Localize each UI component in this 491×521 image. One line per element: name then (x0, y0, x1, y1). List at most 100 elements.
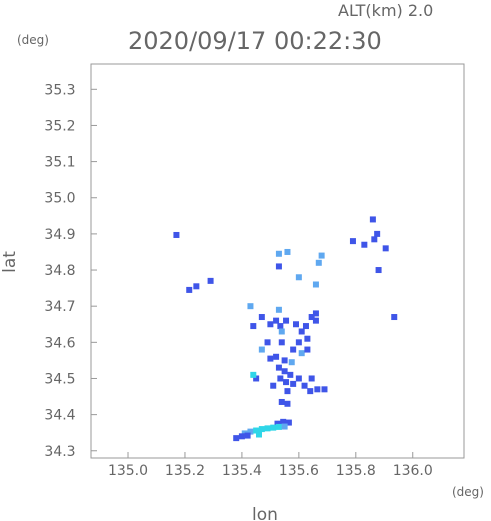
radar-echo-point (207, 277, 214, 284)
radar-echo-point (283, 379, 290, 386)
radar-echo-point (275, 364, 282, 371)
radar-echo-point (312, 281, 319, 288)
radar-echo-point (369, 216, 376, 223)
radar-echo-point (304, 335, 311, 342)
radar-echo-point (278, 328, 285, 335)
radar-echo-point (264, 339, 271, 346)
y-tick-label: 35.1 (44, 155, 75, 171)
y-tick-label: 34.5 (44, 371, 75, 387)
radar-echo-point (280, 418, 287, 425)
radar-echo-point (275, 250, 282, 257)
altitude-label: ALT(km) 2.0 (338, 1, 433, 20)
radar-echo-point (391, 314, 398, 321)
radar-echo-point (281, 357, 288, 364)
radar-echo-point (371, 236, 378, 243)
radar-echo-point (281, 368, 288, 375)
radar-echo-point (288, 359, 295, 366)
radar-echo-point (258, 426, 265, 433)
radar-echo-point (233, 435, 240, 442)
y-tick-label: 35.3 (44, 82, 75, 98)
y-tick-label: 35.0 (44, 191, 75, 207)
radar-echo-point (275, 423, 282, 430)
y-tick-label: 34.3 (44, 444, 75, 460)
radar-echo-point (285, 419, 292, 426)
radar-echo-point (307, 388, 314, 395)
x-tick-label: 135.0 (108, 463, 148, 479)
radar-echo-point (275, 263, 282, 270)
axis-ticks: 135.0 135.2 135.4 135.6 135.8 136.0 34.3 34.4 34… (44, 82, 432, 479)
radar-echo-point (375, 267, 382, 274)
x-tick-label: 135.8 (336, 463, 376, 479)
radar-echo-point (281, 423, 288, 430)
radar-echo-point (270, 424, 277, 431)
y-tick-label: 34.6 (44, 335, 75, 351)
radar-echo-point (277, 323, 284, 330)
radar-echo-point (250, 323, 257, 330)
x-tick-label: 135.4 (222, 463, 262, 479)
radar-echo-point (253, 375, 260, 382)
x-tick-label: 135.6 (279, 463, 319, 479)
radar-echo-point (270, 382, 277, 389)
y-tick-label: 34.7 (44, 299, 75, 315)
radar-echo-point (318, 252, 325, 259)
radar-echo-point (258, 346, 265, 353)
radar-echo-point (301, 382, 308, 389)
radar-echo-point (247, 428, 254, 435)
radar-echo-point (283, 317, 290, 324)
radar-echo-point (258, 314, 265, 321)
radar-echo-point (267, 321, 274, 328)
radar-echo-point (173, 231, 180, 238)
radar-echo-marks (173, 216, 398, 442)
radar-echo-point (293, 321, 300, 328)
radar-echo-point (250, 371, 257, 378)
x-tick-label: 136.0 (393, 463, 433, 479)
x-unit-label: (deg) (452, 485, 484, 499)
radar-echo-point (247, 303, 254, 310)
radar-echo-point (284, 400, 291, 407)
radar-echo-point (290, 346, 297, 353)
radar-echo-point (275, 306, 282, 313)
radar-echo-point (186, 286, 193, 293)
radar-echo-point (290, 380, 297, 387)
radar-echo-point (284, 248, 291, 255)
y-tick-label: 34.4 (44, 408, 75, 424)
radar-echo-point (312, 317, 319, 324)
radar-echo-point (382, 245, 389, 252)
radar-echo-point (273, 317, 280, 324)
radar-echo-point (255, 431, 262, 438)
radar-echo-point (349, 238, 356, 245)
radar-echo-point (295, 274, 302, 281)
y-tick-label: 34.8 (44, 263, 75, 279)
radar-echo-point (193, 283, 200, 290)
radar-echo-point (374, 230, 381, 237)
radar-echo-point (298, 328, 305, 335)
y-axis-title: lat (0, 251, 20, 273)
radar-echo-point (278, 339, 285, 346)
radar-echo-point (312, 310, 319, 317)
radar-echo-point (314, 386, 321, 393)
radar-echo-point (321, 386, 328, 393)
radar-echo-point (315, 259, 322, 266)
radar-echo-point (274, 420, 281, 427)
radar-echo-point (273, 353, 280, 360)
plot-frame (90, 63, 465, 459)
radar-echo-point (264, 425, 271, 432)
radar-echo-point (308, 314, 315, 321)
radar-echo-point (278, 398, 285, 405)
radar-echo-point (287, 371, 294, 378)
radar-echo-point (304, 346, 311, 353)
y-tick-label: 34.9 (44, 227, 75, 243)
radar-echo-point (298, 350, 305, 357)
radar-echo-point (284, 388, 291, 395)
radar-echo-point (295, 375, 302, 382)
x-axis-title: lon (252, 505, 278, 521)
radar-echo-point (238, 433, 245, 440)
radar-echo-point (302, 323, 309, 330)
chart-title: 2020/09/17 00:22:30 (128, 27, 382, 55)
radar-echo-point (253, 427, 260, 434)
radar-echo-point (295, 339, 302, 346)
y-tick-label: 35.2 (44, 118, 75, 134)
radar-echo-point (244, 432, 251, 439)
x-tick-label: 135.2 (165, 463, 205, 479)
